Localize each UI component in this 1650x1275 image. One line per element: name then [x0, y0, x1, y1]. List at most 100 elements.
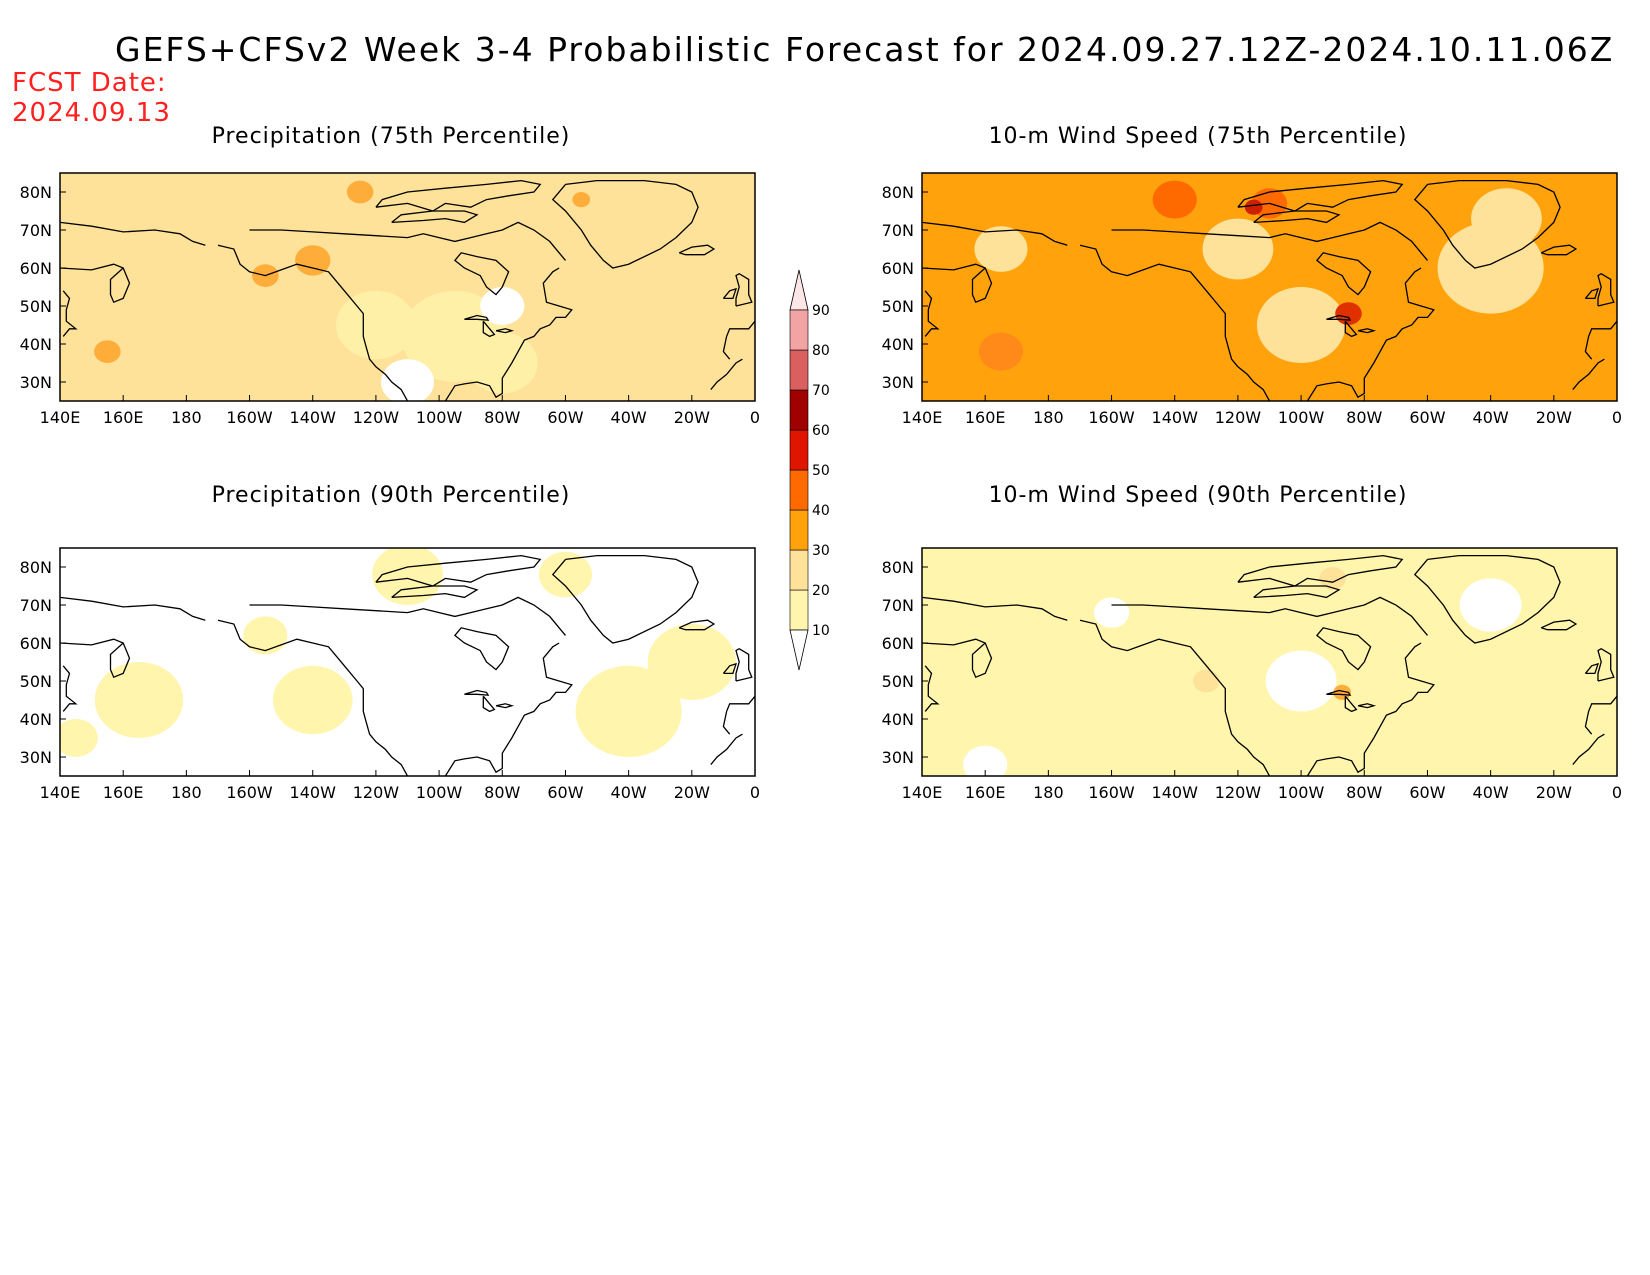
lat-tick-label: 60N: [882, 634, 914, 653]
coastline: [249, 596, 566, 636]
coastline: [1584, 287, 1600, 300]
map-frame: [59, 172, 756, 402]
map-frame: [921, 547, 1618, 777]
coastline: [1584, 695, 1617, 735]
probability-shading: [336, 290, 416, 360]
coastline: [1315, 627, 1372, 671]
coastline: [924, 665, 940, 712]
lat-tick-label: 70N: [20, 596, 52, 615]
coastline: [551, 179, 699, 269]
lon-tick-label: 0: [750, 783, 760, 802]
lon-tick-label: 160W: [226, 408, 273, 427]
lon-tick-label: 120W: [1215, 408, 1262, 427]
lon-tick-label: 180: [171, 783, 202, 802]
coastline: [722, 287, 738, 300]
coastline: [922, 263, 993, 304]
probability-shading: [572, 192, 591, 208]
probability-shading: [1152, 180, 1197, 219]
coastline: [391, 585, 479, 599]
lat-tick-label: 80N: [882, 183, 914, 202]
lat-tick-label: 70N: [882, 596, 914, 615]
map-frame: [921, 172, 1618, 402]
coastline: [1572, 733, 1605, 766]
lat-tick-label: 50N: [20, 297, 52, 316]
lat-tick-label: 80N: [20, 558, 52, 577]
probability-shading: [1193, 669, 1220, 693]
colorbar-label: 30: [812, 543, 830, 559]
coastline: [375, 554, 542, 587]
lat-tick-label: 40N: [20, 710, 52, 729]
lon-tick-label: 120W: [1215, 783, 1262, 802]
colorbar-cap-bottom: [789, 629, 809, 671]
coastline: [495, 328, 515, 334]
lon-tick-label: 140E: [40, 408, 81, 427]
coastline: [1326, 314, 1352, 321]
probability-shading: [1319, 567, 1346, 590]
lon-tick-label: 140E: [902, 783, 943, 802]
coastline: [1344, 695, 1358, 713]
coastline: [60, 638, 131, 679]
lon-tick-label: 140W: [290, 783, 337, 802]
colorbar-swatch: [789, 349, 809, 391]
colorbar-label: 40: [812, 503, 830, 519]
fcst-label: FCST Date:: [12, 68, 167, 98]
coastline: [735, 272, 753, 307]
coastline: [1111, 221, 1428, 261]
colorbar-label: 20: [812, 583, 830, 599]
coastline: [217, 619, 409, 776]
coastline: [1237, 179, 1404, 212]
lon-tick-label: 100W: [1278, 783, 1325, 802]
coastline: [924, 290, 940, 337]
coastline: [1413, 554, 1561, 644]
probability-shading: [380, 359, 435, 401]
lon-tick-label: 60W: [547, 408, 583, 427]
lon-tick-label: 160E: [103, 783, 144, 802]
lon-tick-label: 120W: [353, 783, 400, 802]
coastline: [453, 252, 510, 296]
colorbar-label: 90: [812, 303, 830, 319]
lat-tick-label: 60N: [20, 634, 52, 653]
probability-shading: [94, 662, 184, 738]
coastline: [1344, 320, 1358, 338]
lon-tick-label: 160E: [965, 408, 1006, 427]
coastline: [710, 733, 743, 766]
panel-title-wind-75: 10-m Wind Speed (75th Percentile): [988, 124, 1408, 149]
probability-shading: [1265, 650, 1337, 712]
colorbar-swatch: [789, 549, 809, 591]
probability-shading: [346, 180, 374, 204]
lon-tick-label: 0: [1612, 408, 1622, 427]
lon-tick-label: 160W: [1088, 783, 1135, 802]
colorbar-swatch: [789, 469, 809, 511]
lon-tick-label: 20W: [674, 783, 710, 802]
coastline: [1584, 662, 1600, 675]
probability-shading: [538, 551, 592, 598]
coastline: [1413, 179, 1561, 269]
lat-tick-label: 50N: [882, 672, 914, 691]
lon-tick-label: 20W: [1536, 783, 1572, 802]
lat-tick-label: 30N: [20, 748, 52, 767]
lon-tick-label: 140W: [1152, 408, 1199, 427]
lon-tick-label: 80W: [1346, 408, 1382, 427]
lon-tick-label: 60W: [1409, 408, 1445, 427]
fcst-date: 2024.09.13: [12, 98, 171, 128]
coastline: [1597, 647, 1615, 682]
coastline: [62, 665, 78, 712]
lon-tick-label: 160W: [226, 783, 273, 802]
lon-tick-label: 100W: [416, 408, 463, 427]
lon-tick-label: 160E: [965, 783, 1006, 802]
coastline: [922, 638, 993, 679]
coastline: [1237, 554, 1404, 587]
probability-shading: [974, 226, 1028, 272]
coastline: [722, 662, 738, 675]
probability-shading: [978, 332, 1024, 371]
lat-tick-label: 30N: [882, 748, 914, 767]
lon-tick-label: 80W: [484, 408, 520, 427]
colorbar-label: 80: [812, 343, 830, 359]
coastline: [444, 642, 573, 776]
lon-tick-label: 20W: [674, 408, 710, 427]
main-title: GEFS+CFSv2 Week 3-4 Probabilistic Foreca…: [115, 30, 1615, 69]
colorbar-swatch: [789, 429, 809, 471]
colorbar-label: 10: [812, 623, 830, 639]
